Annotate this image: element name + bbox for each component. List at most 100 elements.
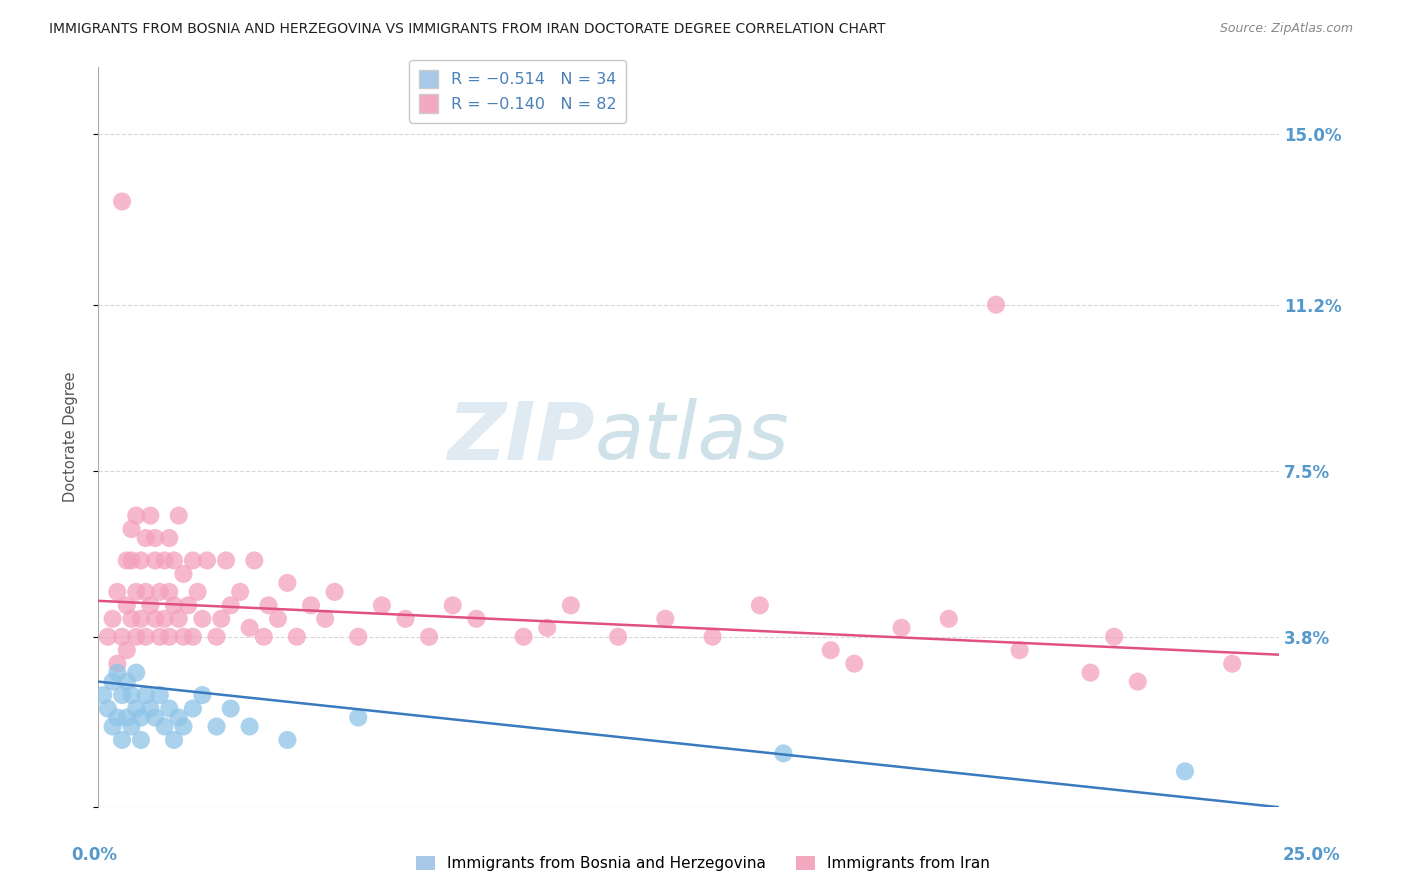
Point [157,701,180,715]
Point [115,674,138,689]
Point [1080,665,1102,680]
Point [191,688,214,702]
Point [299,599,322,613]
Point [105,710,128,724]
Point [257,599,280,613]
Point [172,566,194,581]
Point [143,553,166,567]
Point [129,553,152,567]
Point [125,585,148,599]
Point [111,733,134,747]
Point [1008,643,1031,657]
Point [153,612,176,626]
Point [181,701,204,715]
Point [149,688,172,702]
Point [121,522,143,536]
Point [239,621,262,635]
Point [607,630,630,644]
Point [135,531,157,545]
Point [115,710,138,724]
Point [205,630,228,644]
Point [187,585,209,599]
Text: 0.0%: 0.0% [72,846,117,863]
Point [323,585,346,599]
Point [1126,674,1149,689]
Point [394,612,416,626]
Point [418,630,440,644]
Text: Source: ZipAtlas.com: Source: ZipAtlas.com [1219,22,1353,36]
Point [219,701,242,715]
Point [135,630,157,644]
Point [143,531,166,545]
Point [125,701,148,715]
Point [654,612,676,626]
Point [465,612,488,626]
Point [239,719,262,733]
Point [1220,657,1243,671]
Point [153,553,176,567]
Point [153,719,176,733]
Point [101,719,124,733]
Point [163,599,186,613]
Text: 25.0%: 25.0% [1284,846,1340,863]
Point [536,621,558,635]
Point [149,630,172,644]
Point [129,612,152,626]
Point [512,630,534,644]
Point [143,710,166,724]
Point [772,747,794,761]
Point [111,630,134,644]
Point [441,599,464,613]
Point [167,710,190,724]
Point [890,621,912,635]
Legend: Immigrants from Bosnia and Herzegovina, Immigrants from Iran: Immigrants from Bosnia and Herzegovina, … [411,850,995,877]
Point [157,531,180,545]
Point [121,688,143,702]
Point [844,657,866,671]
Point [938,612,960,626]
Point [167,612,190,626]
Point [163,733,186,747]
Point [139,599,162,613]
Point [157,585,180,599]
Point [149,585,172,599]
Point [105,657,128,671]
Point [97,701,120,715]
Point [560,599,582,613]
Point [121,553,143,567]
Legend: R = −0.514   N = 34, R = −0.140   N = 82: R = −0.514 N = 34, R = −0.140 N = 82 [409,60,626,122]
Point [276,733,298,747]
Point [215,553,238,567]
Point [209,612,232,626]
Point [1174,764,1197,779]
Point [115,599,138,613]
Point [177,599,200,613]
Point [129,710,152,724]
Point [285,630,308,644]
Point [115,643,138,657]
Point [111,194,134,209]
Point [139,508,162,523]
Point [702,630,724,644]
Point [115,553,138,567]
Point [371,599,394,613]
Point [121,719,143,733]
Point [347,710,370,724]
Point [105,585,128,599]
Point [101,612,124,626]
Point [195,553,218,567]
Point [181,630,204,644]
Point [219,599,242,613]
Point [820,643,842,657]
Point [191,612,214,626]
Point [181,553,204,567]
Point [314,612,336,626]
Point [121,612,143,626]
Point [129,733,152,747]
Point [135,585,157,599]
Text: atlas: atlas [595,398,789,476]
Point [267,612,290,626]
Point [163,553,186,567]
Point [205,719,228,733]
Point [101,674,124,689]
